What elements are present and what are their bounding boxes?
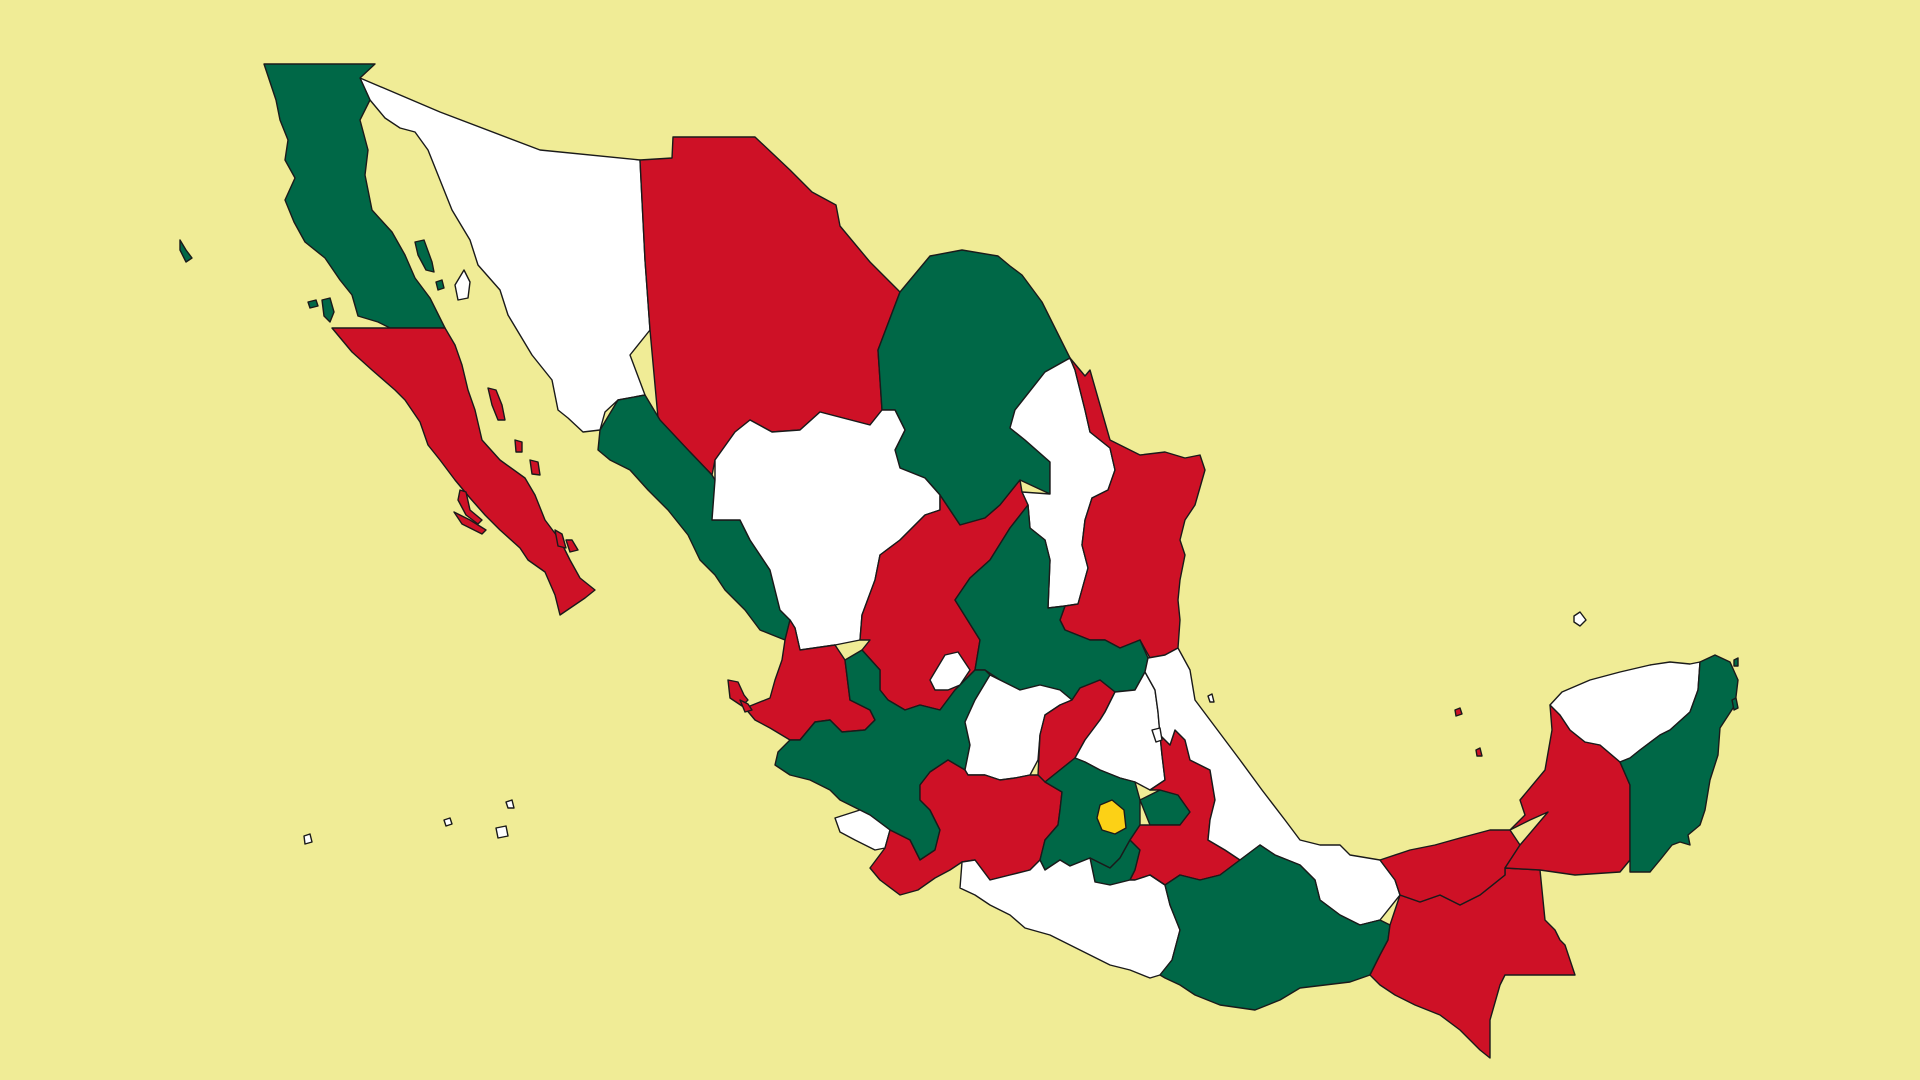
island-gulf-sur-3 [529, 459, 541, 476]
state-tabasco[interactable] [1379, 829, 1521, 906]
island-magdalena [457, 489, 483, 525]
island-veracruz-reef [1207, 693, 1215, 703]
state-quintana-roo[interactable] [1619, 654, 1739, 873]
island-campeche-2 [1475, 747, 1483, 757]
state-baja-california[interactable] [263, 63, 446, 329]
state-aguascalientes[interactable] [929, 651, 971, 691]
island-socorro [495, 825, 509, 839]
island-cozumel [1731, 697, 1739, 711]
lagoon-tamiahua [1151, 727, 1163, 743]
island-alacranes [1573, 611, 1587, 627]
island-revillagigedo-3 [505, 799, 515, 809]
island-angel-de-la-guarda [414, 239, 435, 273]
island-revillagigedo-2 [443, 817, 453, 827]
island-margarita [453, 511, 487, 535]
island-gulf-sur-4 [554, 529, 567, 549]
state-mexico-city[interactable] [1096, 799, 1127, 835]
island-small-gulf-1 [435, 279, 445, 291]
island-gulf-sur-2 [514, 439, 523, 453]
state-baja-california-sur[interactable] [331, 327, 596, 616]
island-mujeres [1733, 657, 1739, 667]
island-cedros [321, 297, 335, 323]
state-guanajuato[interactable] [964, 674, 1073, 781]
island-marias-small [739, 699, 753, 713]
island-gulf-sur-5 [565, 539, 579, 553]
island-guadalupe [179, 239, 193, 263]
island-small-bc [307, 299, 319, 309]
island-revillagigedo-1 [303, 833, 313, 845]
island-gulf-sur-1 [487, 387, 506, 421]
island-marias [727, 679, 749, 707]
island-tiburon [454, 269, 471, 301]
island-campeche-1 [1454, 707, 1463, 717]
